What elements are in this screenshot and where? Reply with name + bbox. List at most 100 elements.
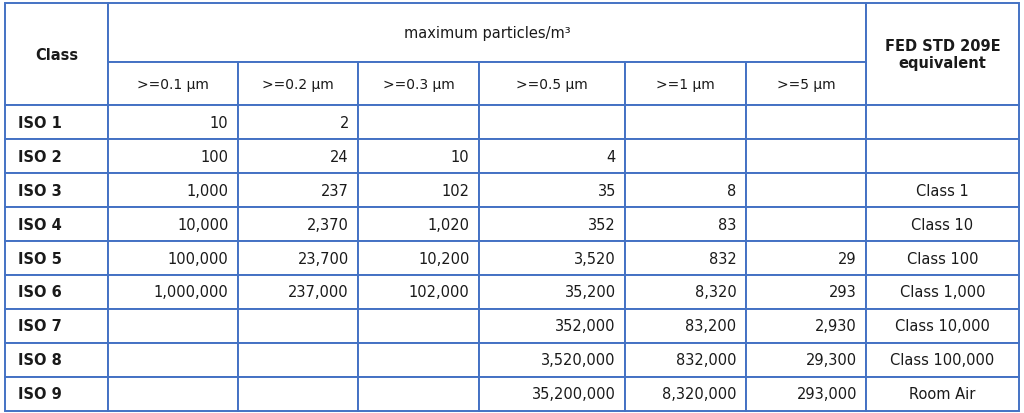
Text: 293,000: 293,000 — [797, 387, 857, 401]
Text: 2,930: 2,930 — [815, 319, 857, 334]
Bar — [5, 4, 109, 106]
Text: ISO 4: ISO 4 — [18, 217, 62, 232]
Text: 83,200: 83,200 — [685, 319, 736, 334]
Bar — [745, 377, 866, 411]
Bar — [625, 106, 745, 140]
Bar — [866, 377, 1019, 411]
Bar — [109, 140, 238, 173]
Bar — [358, 275, 479, 309]
Text: 102: 102 — [441, 183, 470, 198]
Bar — [109, 242, 238, 275]
Bar — [479, 309, 625, 343]
Bar — [479, 140, 625, 173]
Bar — [5, 140, 109, 173]
Text: 35,200: 35,200 — [564, 285, 615, 300]
Bar — [238, 275, 358, 309]
Bar — [479, 106, 625, 140]
Bar — [358, 309, 479, 343]
Bar — [625, 309, 745, 343]
Bar — [238, 242, 358, 275]
Bar — [866, 4, 1019, 106]
Bar — [238, 377, 358, 411]
Text: ISO 3: ISO 3 — [18, 183, 62, 198]
Bar — [866, 207, 1019, 242]
Text: Class 1: Class 1 — [916, 183, 969, 198]
Text: Class: Class — [35, 47, 79, 62]
Text: Class 1,000: Class 1,000 — [900, 285, 985, 300]
Bar — [5, 343, 109, 377]
Bar — [625, 207, 745, 242]
Bar — [745, 106, 866, 140]
Text: 29: 29 — [839, 251, 857, 266]
Text: >=0.2 μm: >=0.2 μm — [262, 78, 334, 91]
Bar — [358, 207, 479, 242]
Bar — [109, 173, 238, 207]
Bar — [625, 343, 745, 377]
Text: ISO 1: ISO 1 — [18, 115, 62, 130]
Bar — [745, 309, 866, 343]
Text: 832,000: 832,000 — [676, 353, 736, 368]
Text: 1,000,000: 1,000,000 — [154, 285, 228, 300]
Bar — [866, 242, 1019, 275]
Text: 8: 8 — [727, 183, 736, 198]
Text: 3,520,000: 3,520,000 — [542, 353, 615, 368]
Bar — [5, 275, 109, 309]
Bar — [5, 309, 109, 343]
Text: 10,000: 10,000 — [177, 217, 228, 232]
Bar — [238, 309, 358, 343]
Bar — [479, 343, 625, 377]
Text: ISO 5: ISO 5 — [18, 251, 62, 266]
Bar — [5, 173, 109, 207]
Text: 237,000: 237,000 — [289, 285, 349, 300]
Bar — [745, 63, 866, 106]
Text: 23,700: 23,700 — [298, 251, 349, 266]
Text: FED STD 209E
equivalent: FED STD 209E equivalent — [885, 39, 1000, 71]
Text: Class 10,000: Class 10,000 — [895, 319, 990, 334]
Bar — [625, 377, 745, 411]
Bar — [358, 377, 479, 411]
Text: 35: 35 — [597, 183, 615, 198]
Text: 8,320: 8,320 — [694, 285, 736, 300]
Text: 10: 10 — [451, 149, 470, 164]
Bar — [479, 173, 625, 207]
Text: >=0.1 μm: >=0.1 μm — [137, 78, 209, 91]
Text: Class 100,000: Class 100,000 — [891, 353, 994, 368]
Text: 102,000: 102,000 — [409, 285, 470, 300]
Bar — [479, 377, 625, 411]
Bar — [625, 242, 745, 275]
Bar — [109, 275, 238, 309]
Bar — [358, 173, 479, 207]
Bar — [745, 173, 866, 207]
Bar — [745, 242, 866, 275]
Bar — [109, 106, 238, 140]
Bar — [866, 309, 1019, 343]
Text: 8,320,000: 8,320,000 — [662, 387, 736, 401]
Bar — [866, 106, 1019, 140]
Text: 3,520: 3,520 — [574, 251, 615, 266]
Bar — [358, 343, 479, 377]
Bar — [109, 207, 238, 242]
Bar — [866, 275, 1019, 309]
Text: ISO 6: ISO 6 — [18, 285, 62, 300]
Bar — [238, 343, 358, 377]
Bar — [866, 140, 1019, 173]
Bar — [238, 140, 358, 173]
Text: 24: 24 — [331, 149, 349, 164]
Bar — [745, 207, 866, 242]
Bar — [358, 106, 479, 140]
Bar — [109, 309, 238, 343]
Text: 352,000: 352,000 — [555, 319, 615, 334]
Bar — [479, 275, 625, 309]
Text: 100,000: 100,000 — [168, 251, 228, 266]
Bar — [625, 275, 745, 309]
Text: 1,000: 1,000 — [186, 183, 228, 198]
Text: >=0.5 μm: >=0.5 μm — [516, 78, 588, 91]
Text: Room Air: Room Air — [909, 387, 976, 401]
Bar — [866, 173, 1019, 207]
Text: 832: 832 — [709, 251, 736, 266]
Text: 35,200,000: 35,200,000 — [531, 387, 615, 401]
Text: 2: 2 — [340, 115, 349, 130]
Bar — [109, 377, 238, 411]
Text: 237: 237 — [322, 183, 349, 198]
Bar — [745, 343, 866, 377]
